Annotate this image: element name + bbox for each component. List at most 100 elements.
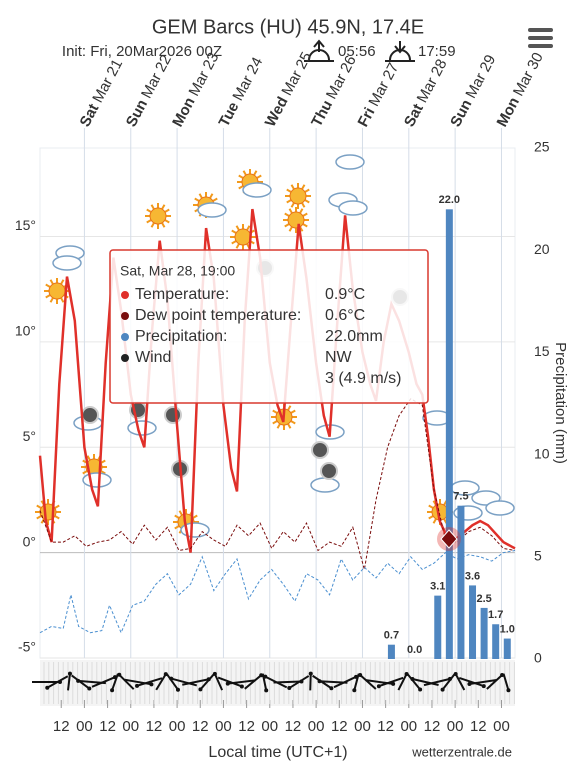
sun-ray xyxy=(194,197,200,202)
sunset-time: 17:59 xyxy=(418,43,456,60)
sun-ray xyxy=(100,470,106,475)
weekday: Wed xyxy=(262,94,292,130)
weekday: Sun xyxy=(123,97,151,130)
precip-label: 22.0 xyxy=(439,194,460,206)
precip-label: 0.0 xyxy=(407,644,422,656)
weekday: Thu xyxy=(308,97,336,129)
x-tick-label: 12 xyxy=(238,718,255,735)
wind-arrow xyxy=(502,673,510,691)
tooltip-dot xyxy=(121,354,129,362)
wind-arrow-head xyxy=(225,681,230,686)
moon xyxy=(320,462,338,480)
sun-ray xyxy=(284,212,290,217)
x-tick-label: 00 xyxy=(308,718,325,735)
sun-ray xyxy=(287,423,292,429)
y2-tick-label: 20 xyxy=(534,241,550,257)
weekday: Sat xyxy=(76,101,102,130)
wind-arrow xyxy=(441,673,456,691)
precip-bar xyxy=(492,624,500,659)
sun xyxy=(48,282,66,300)
sun-ray xyxy=(146,219,152,224)
wind-arrow xyxy=(67,673,71,691)
x-tick-label: 12 xyxy=(146,718,163,735)
wind-arrow xyxy=(353,673,360,691)
wind-arrow xyxy=(118,674,135,690)
sun-ray xyxy=(301,202,306,208)
cloud xyxy=(338,200,368,216)
menu-button[interactable] xyxy=(528,28,553,48)
x-tick-label: 12 xyxy=(99,718,116,735)
precip-label: 2.5 xyxy=(476,593,491,605)
sun-ray xyxy=(54,515,60,520)
tooltip-value: 22.0mm xyxy=(325,328,383,345)
y2-axis-label: Precipitation (mm) xyxy=(552,342,569,464)
wind-arrow xyxy=(111,673,119,691)
wind-arrow xyxy=(397,673,408,691)
precip-label: 3.1 xyxy=(430,581,445,593)
x-tick-label: 00 xyxy=(122,718,139,735)
sun-ray xyxy=(286,199,292,204)
precip-bar xyxy=(503,638,511,659)
sun-ray xyxy=(304,199,310,204)
wind-arrow xyxy=(423,677,451,687)
wind-arrow xyxy=(412,678,439,686)
x-tick-label: 00 xyxy=(400,718,417,735)
wind-arrow xyxy=(227,679,256,685)
wind-arrow-head xyxy=(418,687,423,692)
sun-ray xyxy=(287,405,292,411)
wind-arrow xyxy=(486,674,503,690)
wind-arrow-head xyxy=(329,686,334,691)
sun-ray xyxy=(150,204,155,210)
cloud xyxy=(197,202,227,218)
sun-ray xyxy=(428,504,434,509)
wind-arrow-head xyxy=(149,682,154,687)
precip-label: 3.6 xyxy=(465,570,480,582)
sun-ray xyxy=(290,184,295,190)
wind-arrow-head xyxy=(358,673,363,678)
wind-arrow-head xyxy=(169,676,174,681)
sun-ray xyxy=(86,455,91,461)
precip-bar xyxy=(469,585,477,659)
tooltip-label: Temperature: xyxy=(135,286,229,303)
cloud xyxy=(127,420,157,436)
x-tick-label: 00 xyxy=(169,718,186,735)
tooltip-dot xyxy=(121,333,129,341)
cloud xyxy=(335,154,365,170)
wind-arrow-head xyxy=(410,676,415,681)
wind-arrow-head xyxy=(198,687,203,692)
y2-tick-label: 25 xyxy=(534,139,550,155)
wind-arrow xyxy=(166,673,179,691)
sun-ray xyxy=(54,504,60,509)
wind-arrow-head xyxy=(317,679,322,684)
sun-ray xyxy=(82,470,88,475)
sun-ray xyxy=(231,240,237,245)
sun-ray xyxy=(40,518,45,524)
day-label: MonMar 30 xyxy=(494,50,547,130)
x-tick-label: 12 xyxy=(377,718,394,735)
tooltip-label: Wind xyxy=(135,349,171,366)
date: Mar 21 xyxy=(89,56,126,105)
sunrise-time: 05:56 xyxy=(338,43,376,60)
tooltip-value: NW xyxy=(325,349,353,366)
y2-tick-label: 5 xyxy=(534,548,542,564)
sun-ray xyxy=(276,423,281,429)
wind-arrow-head xyxy=(391,681,396,686)
sun-ray xyxy=(174,514,180,519)
day-label: SatMar 28 xyxy=(401,56,451,129)
tooltip-dot xyxy=(121,312,129,320)
day-label: WedMar 25 xyxy=(262,49,316,129)
tooltip-label: Dew point temperature: xyxy=(135,307,301,324)
sun-ray xyxy=(238,185,244,190)
weekday: Mon xyxy=(494,95,523,130)
sun-ray xyxy=(45,283,51,288)
wind-arrow-head xyxy=(376,684,381,689)
weekday: Tue xyxy=(215,99,242,130)
weekday: Sat xyxy=(401,101,427,130)
x-tick-label: 12 xyxy=(424,718,441,735)
y-tick-label: -5° xyxy=(18,639,36,655)
sun-ray xyxy=(36,515,42,520)
sun-ray xyxy=(60,279,65,285)
weekday: Sun xyxy=(447,97,475,130)
wind-arrow xyxy=(273,680,302,684)
